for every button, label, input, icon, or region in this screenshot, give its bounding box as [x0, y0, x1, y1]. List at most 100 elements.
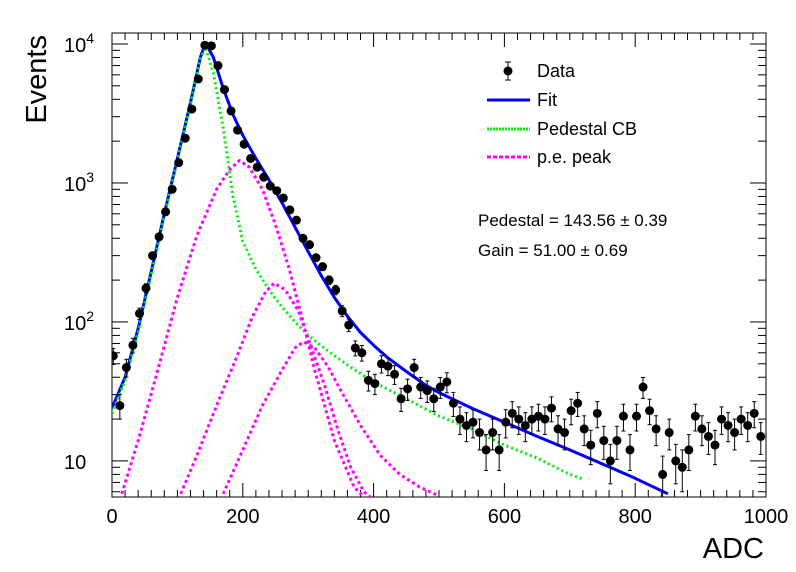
y-axis-title: Events	[21, 35, 53, 124]
data-point	[233, 125, 243, 135]
data-point	[278, 193, 288, 203]
y-tick-label: 10	[64, 452, 86, 474]
data-point	[370, 373, 380, 396]
legend: Data Fit Pedestal CB p.e. peak	[487, 61, 637, 167]
data-point	[658, 455, 668, 497]
x-tick-label: 200	[226, 506, 259, 528]
x-tick-label: 400	[357, 506, 390, 528]
data-point	[717, 406, 727, 435]
data-point	[141, 283, 151, 294]
data-point	[586, 429, 596, 466]
x-tick-label: 0	[106, 506, 117, 528]
data-point	[560, 418, 570, 451]
data-point	[252, 162, 262, 172]
data-point	[514, 406, 524, 435]
y-tick-label: 104	[64, 30, 94, 57]
data-point	[112, 347, 118, 365]
data-point	[396, 387, 406, 412]
data-point	[121, 358, 131, 378]
data-point	[161, 207, 171, 217]
data-point	[494, 434, 504, 471]
data-point	[671, 443, 681, 485]
data-point	[187, 104, 197, 114]
data-points	[112, 40, 766, 497]
data-point	[573, 391, 583, 417]
data-point	[324, 275, 334, 286]
legend-entry-pedestal: Pedestal CB	[487, 119, 637, 139]
data-point	[128, 337, 138, 354]
data-point	[200, 40, 210, 50]
data-point	[318, 262, 328, 272]
data-point	[645, 398, 655, 426]
x-tick-label: 1000	[744, 506, 789, 528]
data-point	[501, 409, 511, 439]
data-point	[677, 449, 687, 493]
data-point	[416, 377, 426, 399]
data-point	[344, 318, 354, 333]
data-point	[605, 443, 615, 485]
data-point	[599, 425, 609, 460]
data-point	[357, 344, 367, 362]
data-point	[265, 181, 275, 191]
data-point	[206, 41, 216, 51]
data-point	[612, 425, 622, 460]
data-point	[488, 418, 498, 451]
x-tick-label: 800	[619, 506, 652, 528]
data-point	[154, 232, 164, 242]
data-point	[272, 186, 282, 196]
data-point	[291, 215, 301, 225]
data-point	[520, 412, 530, 443]
data-point	[625, 434, 635, 471]
data-point	[756, 422, 766, 455]
data-point	[246, 154, 256, 164]
data-point	[134, 307, 144, 320]
legend-entry-fit: Fit	[487, 90, 557, 110]
data-point	[422, 380, 432, 403]
data-point	[298, 233, 308, 243]
x-axis-title: ADC	[703, 533, 764, 565]
data-point	[305, 240, 315, 250]
legend-entry-data: Data	[503, 61, 576, 81]
data-point	[285, 205, 295, 215]
data-point	[592, 401, 602, 429]
data-point	[638, 377, 648, 399]
y-tick-label: 103	[64, 169, 94, 196]
data-point	[174, 158, 184, 168]
data-point	[448, 391, 458, 417]
data-point	[710, 429, 720, 466]
curve-p-e-peak-1	[120, 159, 365, 497]
data-point	[429, 387, 439, 412]
data-point	[259, 172, 269, 182]
data-point	[148, 251, 158, 261]
curve-p-e-peak-3	[221, 340, 440, 497]
data-point	[180, 133, 190, 143]
data-point	[697, 415, 707, 447]
data-point	[540, 406, 550, 435]
data-point	[664, 418, 674, 451]
data-point	[736, 406, 746, 435]
data-point	[468, 409, 478, 439]
plot-frame-group	[111, 32, 767, 498]
data-point	[403, 378, 413, 401]
legend-label-pe-peak: p.e. peak	[537, 147, 612, 167]
data-point	[723, 412, 733, 443]
data-point	[390, 365, 400, 385]
data-point	[553, 415, 563, 447]
data-point	[331, 284, 341, 296]
data-point	[167, 184, 177, 194]
data-point	[749, 401, 759, 429]
data-point	[193, 74, 203, 84]
data-point	[481, 434, 491, 471]
data-point	[527, 406, 537, 435]
data-point	[226, 106, 236, 116]
curve-p-e-peak-2	[179, 281, 372, 497]
data-point	[684, 434, 694, 471]
data-point	[115, 394, 125, 420]
data-point	[651, 415, 661, 447]
data-point	[455, 406, 465, 435]
data-point	[350, 340, 360, 357]
annotation-pedestal: Pedestal = 143.56 ± 0.39	[478, 211, 667, 230]
data-point	[337, 305, 347, 318]
legend-label-data: Data	[537, 61, 576, 81]
